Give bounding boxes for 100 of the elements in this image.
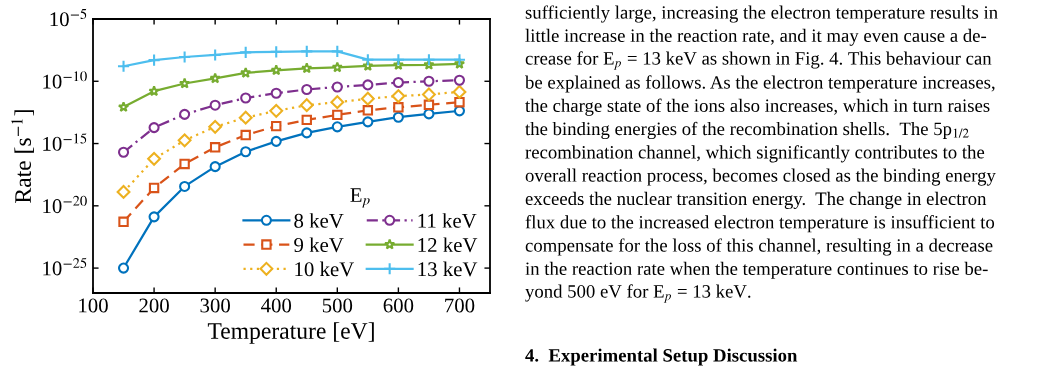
- point: [300, 44, 314, 58]
- y-tick-label: 10$^{−20}$: [43, 195, 87, 214]
- point: [301, 127, 313, 139]
- point: [393, 102, 404, 113]
- point: [240, 129, 251, 141]
- y-tick-label: 10$^{−10}$: [43, 71, 87, 89]
- point: [238, 110, 253, 125]
- point: [208, 119, 223, 134]
- point: [178, 50, 192, 64]
- point: [301, 62, 313, 74]
- text: recombination channel, which significantly contributes to the: [525, 145, 985, 163]
- text: compensate for the loss of this channel, resulting in a decrease: [525, 238, 993, 256]
- point: [179, 108, 191, 120]
- x-tick-label: 500: [322, 298, 353, 313]
- y-tick-label: 10$^{−5}$: [50, 8, 87, 27]
- point: [331, 61, 343, 73]
- legend-label: 11 keV: [418, 213, 477, 228]
- point: [423, 99, 435, 110]
- legend-title: E$_{p}$: [350, 188, 370, 208]
- point: [116, 185, 131, 199]
- point: [209, 72, 221, 84]
- point: [239, 45, 253, 59]
- point: [271, 120, 282, 132]
- point: [331, 121, 343, 133]
- x-tick-label: 200: [139, 298, 169, 313]
- point: [177, 133, 192, 148]
- point: [148, 182, 160, 194]
- point: [209, 142, 221, 153]
- point: [361, 53, 375, 67]
- point: [269, 45, 283, 59]
- point: [421, 87, 436, 102]
- text: yond 500 eV for E$_{p}$ = 13 keV.: [525, 284, 751, 303]
- point: [208, 48, 222, 62]
- text: the charge state of the ions also increases, which in turn raises: [525, 98, 990, 116]
- x-tick-label: 700: [445, 298, 475, 313]
- point: [360, 91, 375, 106]
- legend-label: 8 keV: [294, 213, 344, 228]
- text: sufficiently large, increasing the electron temperature results in: [525, 5, 998, 23]
- x-axis-title: Temperature [eV]: [207, 322, 374, 344]
- point: [332, 109, 343, 121]
- text: overall reaction process, becomes closed as the binding energy: [525, 168, 996, 186]
- point: [178, 77, 191, 89]
- point: [392, 76, 404, 89]
- legend-label: 10 keV: [295, 261, 355, 277]
- point: [240, 92, 252, 104]
- point: [362, 105, 374, 116]
- text: little increase in the reaction rate, and it may even cause a de-: [525, 28, 987, 46]
- point: [117, 101, 130, 113]
- point: [209, 99, 221, 111]
- point: [148, 85, 160, 97]
- legend-label: 12 keV: [418, 237, 478, 253]
- point: [148, 211, 160, 223]
- point: [117, 146, 130, 158]
- point: [117, 262, 130, 274]
- point: [240, 146, 252, 158]
- point: [270, 64, 282, 76]
- y-axis-title: Rate [s$^{−1}$]: [11, 110, 34, 203]
- point: [209, 161, 221, 173]
- point: [179, 180, 191, 192]
- x-tick-label: 300: [200, 298, 230, 313]
- text: exceeds the nuclear transition energy. The change in electron: [525, 191, 987, 209]
- point: [301, 83, 313, 96]
- point: [453, 74, 466, 86]
- point: [454, 96, 465, 108]
- text: crease for E$_{p}$ = 13 keV as shown in Fig. 4. This behaviour can: [525, 51, 992, 70]
- point: [116, 59, 131, 73]
- point: [331, 81, 343, 93]
- point: [270, 135, 282, 147]
- point: [240, 67, 252, 78]
- x-tick-label: 600: [383, 298, 414, 313]
- point: [330, 44, 344, 58]
- point: [299, 98, 314, 113]
- point: [118, 216, 129, 228]
- text: the binding energies of the recombination shells. The 5p$_{1/2}$: [525, 121, 969, 140]
- y-tick-label: 10$^{−15}$: [43, 133, 87, 151]
- point: [452, 53, 467, 67]
- y-tick-label: 10$^{−25}$: [43, 257, 87, 276]
- point: [362, 79, 374, 91]
- point: [330, 95, 345, 110]
- point: [362, 116, 374, 128]
- point: [147, 151, 162, 166]
- text: in the reaction rate when the temperature continues to rise be-: [525, 261, 988, 279]
- point: [391, 89, 406, 103]
- point: [422, 53, 436, 67]
- point: [270, 87, 282, 99]
- text: flux due to the increased electron temperature is insufficient to: [525, 215, 995, 233]
- point: [392, 111, 404, 123]
- text: 4. Experimental Setup Discussion: [525, 348, 798, 366]
- point: [452, 84, 467, 99]
- text: be explained as follows. As the electron temperature increases,: [525, 75, 995, 93]
- x-tick-label: 400: [261, 298, 292, 313]
- point: [148, 122, 160, 134]
- x-tick-label: 100: [79, 298, 108, 313]
- legend-label: 9 keV: [294, 237, 344, 253]
- point: [391, 53, 405, 67]
- point: [269, 103, 284, 118]
- legend-label: 13 keV: [418, 261, 478, 277]
- point: [423, 75, 435, 87]
- point: [301, 114, 312, 126]
- point: [179, 158, 190, 170]
